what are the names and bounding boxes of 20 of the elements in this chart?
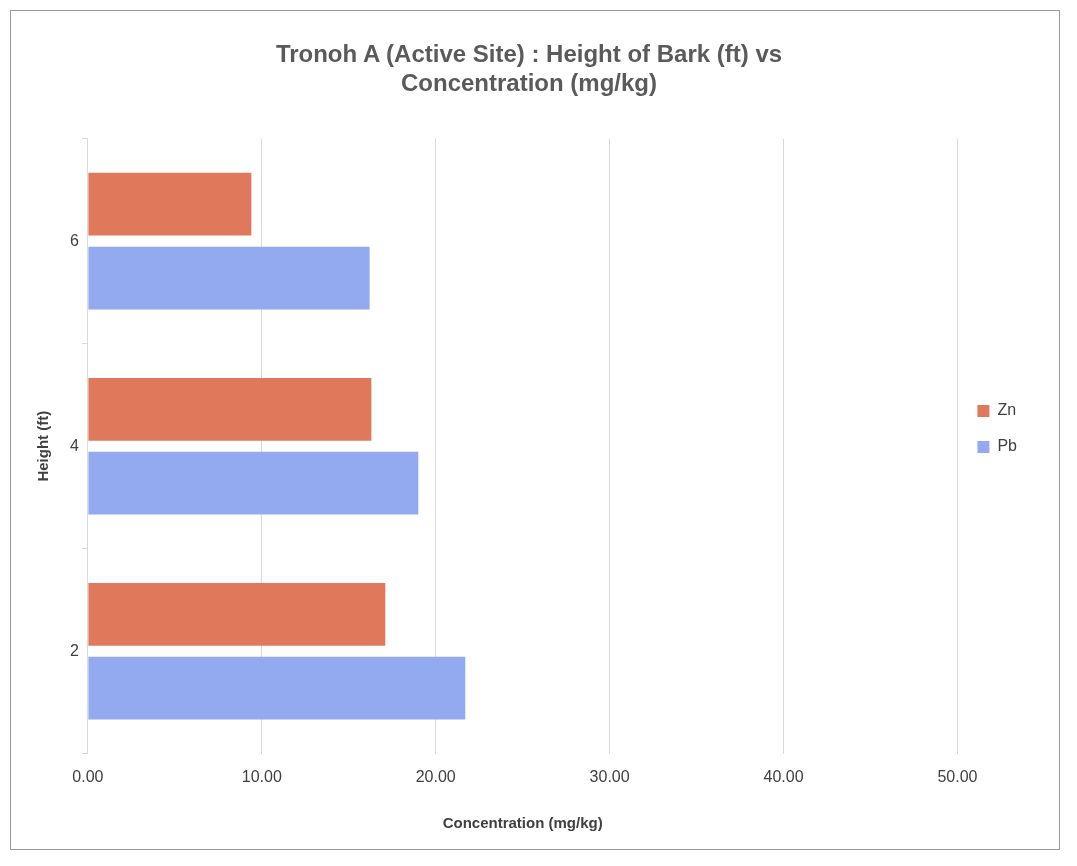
chart-title: Tronoh A (Active Site) : Height of Bark (ft) vs Concentration (mg/kg)	[275, 40, 783, 96]
bar	[88, 377, 372, 441]
bar	[88, 246, 370, 310]
bar	[88, 172, 252, 236]
y-tick-label: 4	[69, 436, 79, 454]
bar	[88, 451, 419, 515]
x-tick-label: 10.00	[241, 767, 282, 785]
x-tick-label: 20.00	[415, 767, 456, 785]
legend-label: Zn	[997, 401, 1017, 419]
y-axis-title: Height (ft)	[34, 410, 52, 482]
x-tick-label: 50.00	[937, 767, 978, 785]
bar	[88, 582, 386, 646]
x-axis-title: Concentration (mg/kg)	[442, 814, 603, 832]
bar	[88, 656, 466, 720]
y-tick-label: 6	[69, 231, 79, 249]
x-tick-label: 30.00	[589, 767, 630, 785]
x-tick-label: 0.00	[72, 767, 104, 785]
x-tick-label: 40.00	[763, 767, 804, 785]
y-tick-label: 2	[69, 641, 79, 659]
legend-label: Pb	[997, 437, 1018, 455]
